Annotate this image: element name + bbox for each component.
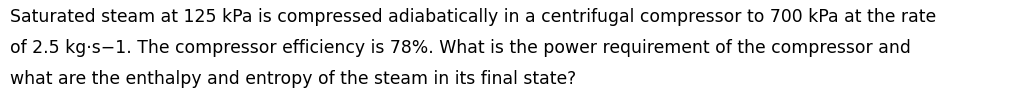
Text: what are the enthalpy and entropy of the steam in its final state?: what are the enthalpy and entropy of the…	[10, 70, 576, 88]
Text: of 2.5 kg·s−1. The compressor efficiency is 78%. What is the power requirement o: of 2.5 kg·s−1. The compressor efficiency…	[10, 39, 911, 57]
Text: Saturated steam at 125 kPa is compressed adiabatically in a centrifugal compress: Saturated steam at 125 kPa is compressed…	[10, 8, 936, 26]
